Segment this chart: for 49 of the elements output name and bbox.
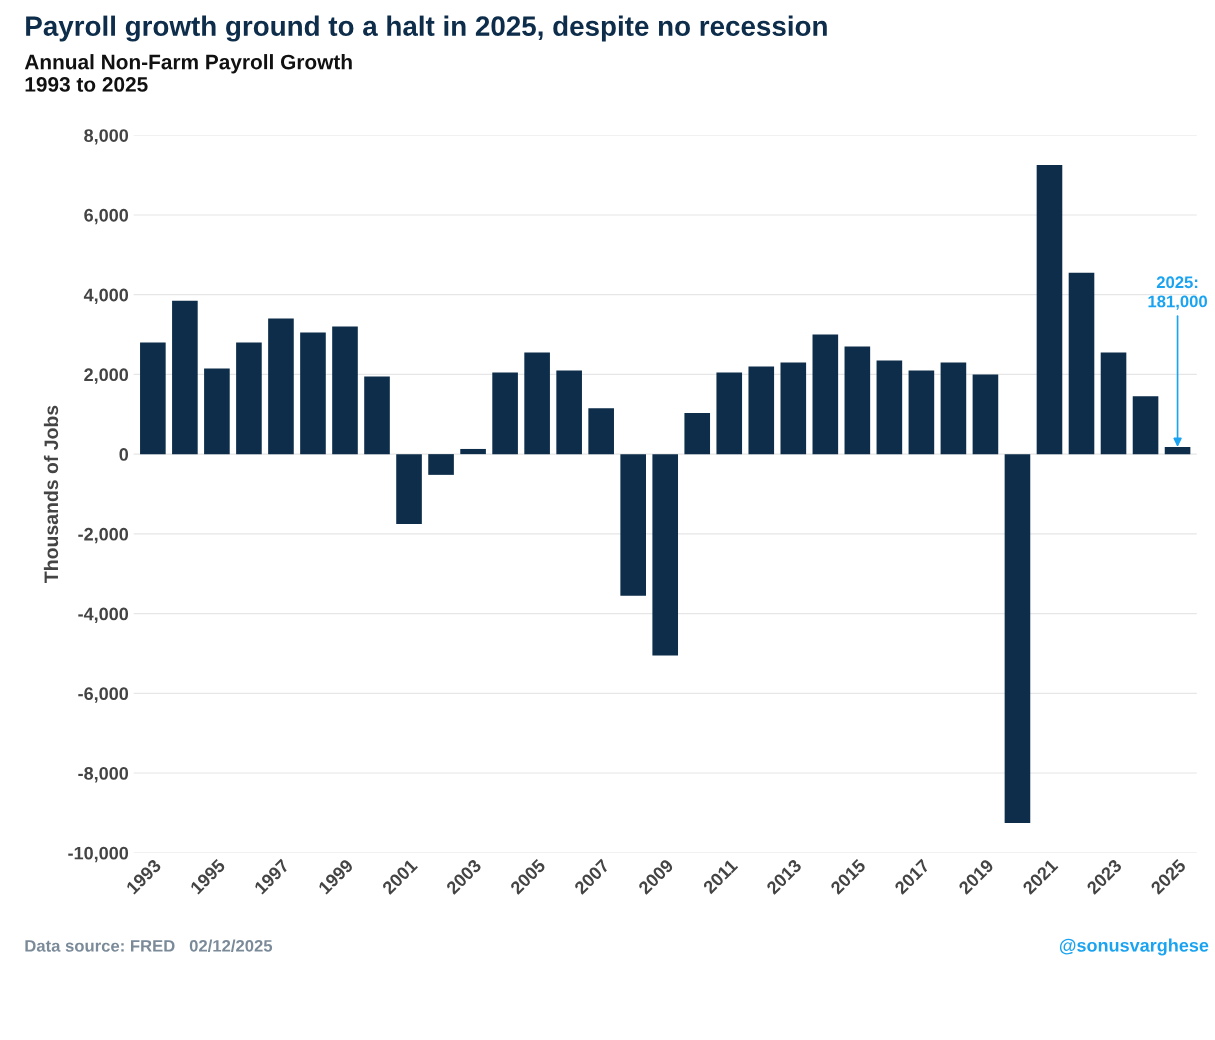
bar <box>396 454 422 524</box>
y-tick-label: 4,000 <box>83 288 129 304</box>
bar <box>204 368 230 455</box>
y-axis-title: Thousands of Jobs <box>43 405 59 583</box>
bar <box>172 300 198 455</box>
y-tick-label: -4,000 <box>78 607 129 623</box>
bar <box>940 362 967 455</box>
bar <box>140 342 166 455</box>
bar <box>780 362 807 455</box>
bar <box>428 454 454 475</box>
bar <box>652 454 679 656</box>
bar <box>844 346 871 455</box>
bar <box>268 318 294 455</box>
chart-title: Payroll growth ground to a halt in 2025, despite no recession <box>26 15 827 42</box>
chart-subtitle: Annual Non-Farm Payroll Growth 1993 to 2025 <box>24 54 352 92</box>
bar <box>908 370 935 455</box>
bar <box>1100 352 1127 455</box>
bar <box>1004 454 1031 823</box>
source-note: Data source: FRED 02/12/2025 <box>25 939 273 952</box>
bar <box>1068 272 1095 455</box>
bar <box>716 372 743 455</box>
bar <box>300 332 326 455</box>
bar <box>492 372 518 455</box>
bar <box>684 413 711 455</box>
bar <box>748 366 775 455</box>
bar <box>556 370 582 455</box>
y-tick-label: -10,000 <box>68 846 129 863</box>
y-tick-label: -8,000 <box>78 767 129 783</box>
bar <box>1036 165 1063 455</box>
y-tick-label: 0 <box>119 448 129 461</box>
bar <box>236 342 262 455</box>
y-tick-label: 6,000 <box>84 208 129 225</box>
annotation: 2025: 181,000 <box>1148 276 1207 310</box>
y-tick-label: 8,000 <box>84 129 129 145</box>
bar <box>588 408 614 455</box>
bar <box>1164 446 1191 455</box>
y-tick-label: 2,000 <box>84 368 129 384</box>
bar <box>620 454 646 596</box>
y-tick-label: -2,000 <box>78 527 129 544</box>
bar <box>332 326 358 455</box>
bar <box>876 360 903 455</box>
bar <box>460 448 486 455</box>
bar <box>972 374 999 455</box>
bar <box>812 334 839 455</box>
text: @sonusvarghese <box>1059 938 1209 956</box>
bar <box>364 376 390 455</box>
bar <box>524 352 550 455</box>
y-tick-label: -6,000 <box>78 687 129 703</box>
bar <box>1132 396 1159 455</box>
